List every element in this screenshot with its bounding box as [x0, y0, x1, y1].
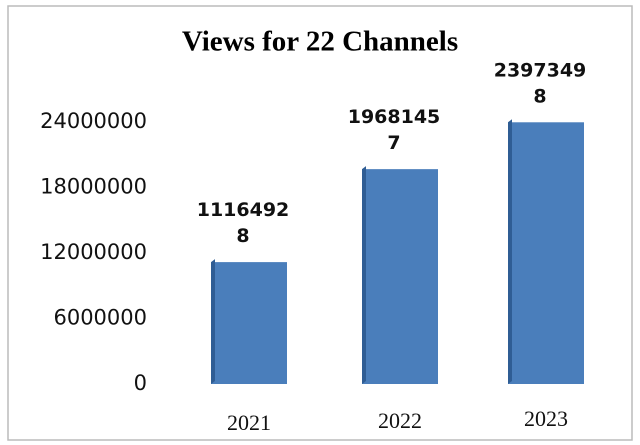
bar-side	[508, 119, 512, 385]
data-label-line: 7	[387, 132, 400, 154]
bar-side	[362, 166, 366, 384]
data-label: 1968145 7	[348, 106, 441, 154]
bar	[508, 122, 584, 385]
y-tick-label: 12000000	[40, 240, 147, 264]
data-label-line: 8	[236, 225, 249, 247]
x-tick-label: 2021	[227, 410, 271, 435]
data-label: 1116492 8	[197, 199, 290, 247]
y-tick-label: 6000000	[53, 306, 147, 330]
data-label-line: 1116492	[197, 199, 290, 221]
data-label-line: 2397349	[494, 59, 587, 81]
bar-side	[211, 259, 215, 384]
y-tick-label: 18000000	[40, 175, 147, 199]
chart-title: Views for 22 Channels	[182, 26, 458, 58]
y-tick-label: 0	[134, 371, 147, 395]
bar	[211, 262, 287, 384]
data-label-line: 1968145	[348, 106, 441, 128]
data-label: 2397349 8	[494, 59, 587, 107]
bar	[362, 169, 438, 384]
y-tick-label: 24000000	[40, 109, 147, 133]
x-tick-label: 2023	[524, 406, 568, 431]
x-tick-label: 2022	[378, 408, 422, 433]
data-label-line: 8	[533, 85, 546, 107]
